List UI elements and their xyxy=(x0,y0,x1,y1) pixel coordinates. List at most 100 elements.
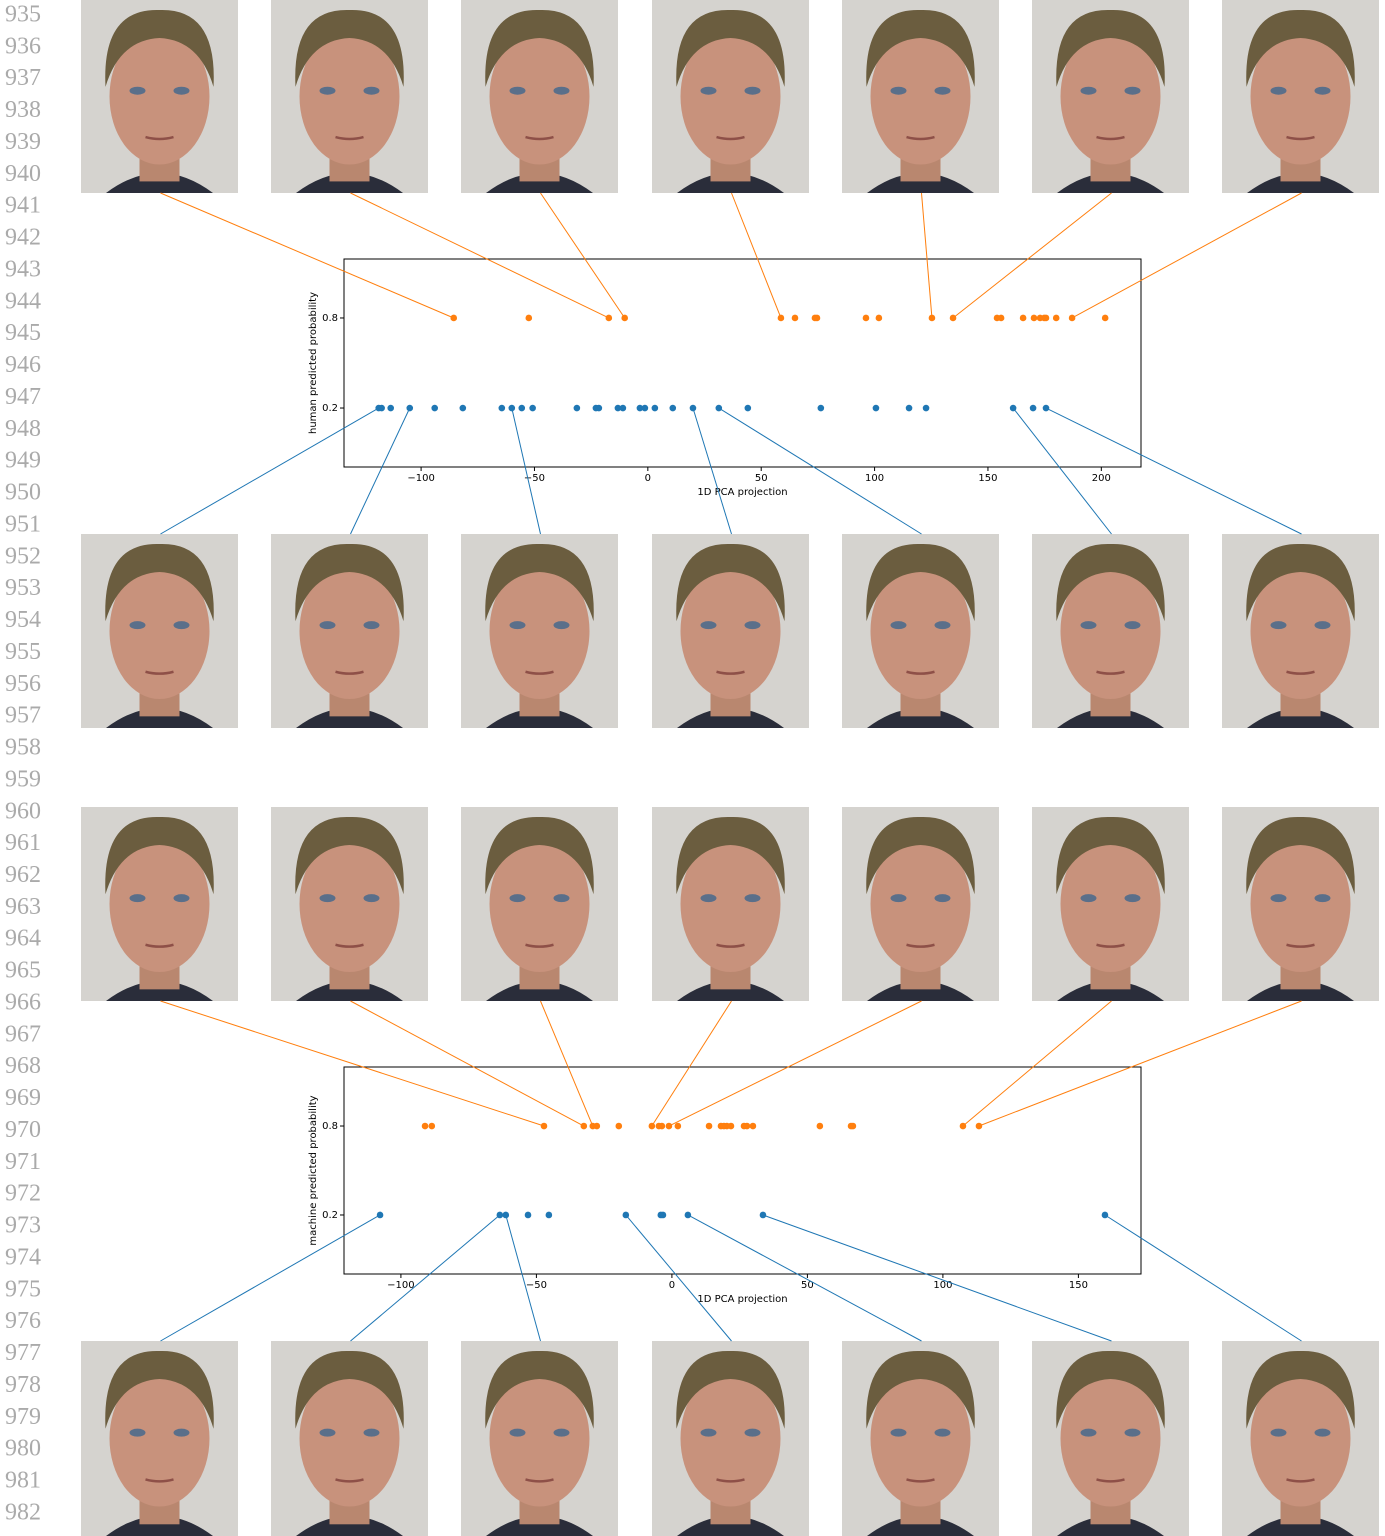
point xyxy=(1043,405,1050,412)
connector xyxy=(963,1001,1112,1126)
eye xyxy=(935,894,951,902)
line-number: 967 xyxy=(5,1021,41,1047)
connector xyxy=(161,1215,381,1341)
eye xyxy=(1315,1429,1331,1437)
line-number: 953 xyxy=(5,575,41,601)
eye xyxy=(935,87,951,95)
point xyxy=(649,1123,656,1130)
eye xyxy=(174,87,190,95)
connector xyxy=(979,1001,1302,1126)
eye xyxy=(1125,1429,1141,1437)
eye xyxy=(364,87,380,95)
point xyxy=(594,1123,601,1130)
connector xyxy=(1105,1215,1302,1341)
line-number: 939 xyxy=(5,129,41,155)
point xyxy=(690,405,697,412)
point xyxy=(659,1123,666,1130)
point xyxy=(460,405,467,412)
point xyxy=(716,405,723,412)
x-tick-label: 100 xyxy=(933,1280,952,1291)
x-tick-label: −100 xyxy=(387,1280,414,1291)
point xyxy=(675,1123,682,1130)
eye xyxy=(130,87,146,95)
eye xyxy=(1081,87,1097,95)
line-number: 976 xyxy=(5,1308,41,1334)
point xyxy=(406,405,413,412)
point xyxy=(863,315,870,322)
point xyxy=(502,1212,509,1219)
x-tick-label: 50 xyxy=(755,473,768,484)
point xyxy=(1053,315,1060,322)
point xyxy=(950,315,957,322)
face-image xyxy=(1222,534,1379,728)
connector xyxy=(763,1215,1112,1341)
eye xyxy=(174,621,190,629)
point xyxy=(1043,315,1050,322)
line-number: 945 xyxy=(5,320,41,346)
connector xyxy=(1072,193,1301,318)
eye xyxy=(1081,621,1097,629)
eye xyxy=(554,87,570,95)
y-axis-label: human predicted probability xyxy=(308,292,319,434)
eye xyxy=(554,894,570,902)
point xyxy=(1069,315,1076,322)
connector xyxy=(1046,408,1302,534)
eye xyxy=(1125,87,1141,95)
point xyxy=(960,1123,967,1130)
line-number: 971 xyxy=(5,1149,41,1175)
face-image xyxy=(652,807,809,1001)
line-number: 951 xyxy=(5,511,41,537)
x-tick-label: −50 xyxy=(526,1280,547,1291)
eye xyxy=(1271,87,1287,95)
plot-frame xyxy=(344,259,1141,467)
point xyxy=(1102,1212,1109,1219)
line-number: 955 xyxy=(5,639,41,665)
line-number: 966 xyxy=(5,989,41,1015)
face-image xyxy=(461,1341,618,1536)
eye xyxy=(320,1429,336,1437)
point xyxy=(1030,405,1037,412)
face-image xyxy=(1222,807,1379,1001)
point xyxy=(377,1212,384,1219)
point xyxy=(623,1212,630,1219)
eye xyxy=(364,1429,380,1437)
face-image xyxy=(652,0,809,193)
point xyxy=(706,1123,713,1130)
line-number: 968 xyxy=(5,1053,41,1079)
x-tick-label: 0 xyxy=(645,473,651,484)
point xyxy=(669,405,676,412)
line-number: 970 xyxy=(5,1117,41,1143)
eye xyxy=(701,1429,717,1437)
face-image xyxy=(461,0,618,193)
point xyxy=(666,1123,673,1130)
point xyxy=(1020,315,1027,322)
eye xyxy=(1271,1429,1287,1437)
line-number: 938 xyxy=(5,97,41,123)
eye xyxy=(130,621,146,629)
x-tick-label: 100 xyxy=(865,473,884,484)
y-tick-label: 0.2 xyxy=(322,403,338,414)
line-number: 980 xyxy=(5,1436,41,1462)
point xyxy=(615,1123,622,1130)
eye xyxy=(701,894,717,902)
line-number: 979 xyxy=(5,1404,41,1430)
eye xyxy=(510,894,526,902)
eye xyxy=(364,894,380,902)
point xyxy=(642,405,649,412)
face-image xyxy=(81,807,238,1001)
connector xyxy=(351,1215,500,1341)
x-tick-label: 150 xyxy=(1069,1280,1088,1291)
face-image xyxy=(271,534,428,728)
eye xyxy=(130,1429,146,1437)
line-number: 957 xyxy=(5,703,41,729)
line-number: 946 xyxy=(5,352,41,378)
connector xyxy=(688,1215,922,1341)
point xyxy=(450,315,457,322)
connector xyxy=(161,1001,544,1126)
line-number: 958 xyxy=(5,735,41,761)
point xyxy=(429,1123,436,1130)
connector xyxy=(669,1001,922,1126)
line-number: 959 xyxy=(5,766,41,792)
point xyxy=(541,1123,548,1130)
eye xyxy=(554,621,570,629)
